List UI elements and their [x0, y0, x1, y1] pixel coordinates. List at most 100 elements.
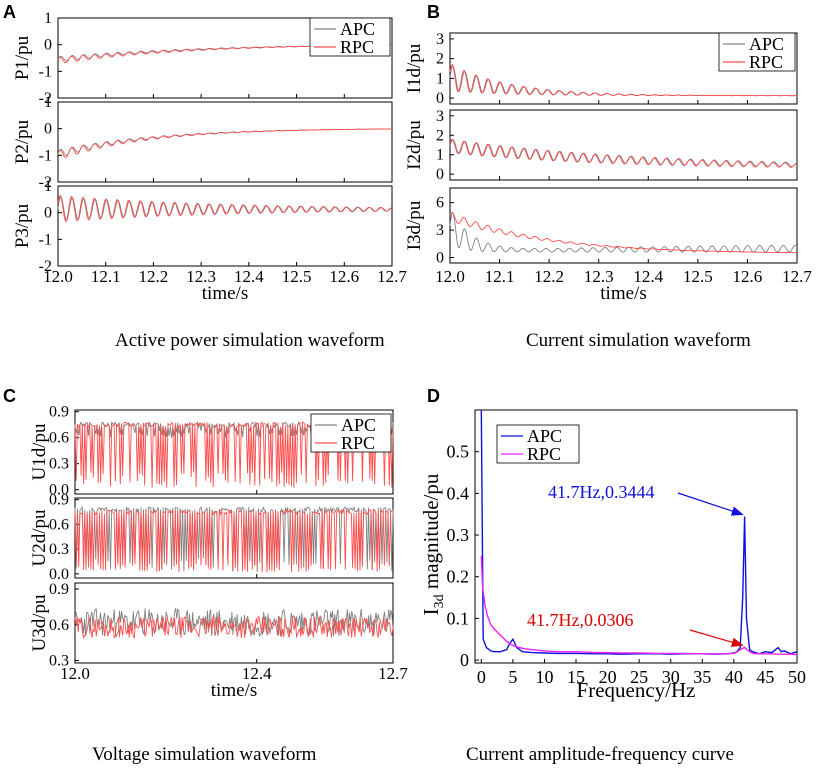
panel-C-subplot-1-ylabel: U2d/pu: [29, 509, 50, 567]
panel-C-xtick-label: 12.7: [378, 664, 408, 683]
panel-A-xtick-label: 12.5: [282, 267, 312, 286]
panel-C-letter: C: [3, 386, 16, 406]
panel-C-subplot-0-frame: [74, 409, 394, 495]
panel-D-xtick-label: 20: [599, 667, 617, 687]
panel-B-subplot-0-frame: [449, 32, 798, 105]
panel-B-subplot-0-ytick-label: 3: [436, 31, 444, 48]
panel-A-subplot-1-ylabel: P2/pu: [12, 119, 33, 164]
panel-A-subplot-2-ytick-label: -1: [39, 231, 52, 248]
panel-A-subplot-0-ytick-label: -2: [39, 90, 52, 107]
panel-C-subplot-0-ytick-label: 0.9: [49, 404, 69, 421]
panel-A-subplot-1-ytick-label: 1: [44, 94, 52, 111]
panel-B-subplot-0-ytick-label: 0: [436, 90, 444, 107]
panel-C-xtick-label: 12.4: [242, 664, 272, 683]
panel-C-subplot-2-ylabel: U3d/pu: [29, 594, 50, 652]
panel-D-ytick-label: 0.2: [447, 567, 470, 587]
panel-B-xtick-label: 12.3: [584, 267, 614, 286]
caption-panel-d: Current amplitude-frequency curve: [466, 744, 734, 765]
panel-A-subplot-1-frame: [57, 101, 393, 183]
panel-A-legend-box: [309, 17, 391, 57]
panel-D-annotation-0: 41.7Hz,0.3444: [548, 482, 655, 502]
panel-A-subplot-0-ytick-label: 0: [44, 37, 52, 54]
panel-D-ylabel: I3d magnitude/pu: [419, 473, 447, 615]
panel-A-xtick-label: 12.1: [91, 267, 121, 286]
panel-C-legend-box: [310, 413, 392, 453]
panel-C-subplot-1-ytick-label: 0.9: [49, 492, 69, 509]
panel-D-xlabel: Frequency/Hz: [577, 678, 696, 702]
panel-C-subplot-0-ytick-label: 0.3: [49, 456, 69, 473]
panel-A-subplot-1-ytick-label: 0: [44, 121, 52, 138]
panel-A-xtick-label: 12.2: [139, 267, 169, 286]
panel-B-subplot-1-series-apc: [449, 139, 798, 167]
panel-A-subplot-2-frame: [57, 185, 393, 267]
panel-C-subplot-1-ytick-label: 0.0: [49, 566, 69, 583]
panel-B-xtick-label: 12.7: [782, 267, 812, 286]
panel-D-annotation-1: 41.7Hz,0.0306: [527, 610, 634, 630]
panel-D-xtick-label: 0: [477, 667, 486, 687]
panel-B-subplot-0-ytick-label: 2: [436, 51, 444, 68]
panel-B-subplot-0-series-rpc: [449, 64, 797, 97]
caption-panel-c: Voltage simulation waveform: [92, 744, 317, 765]
panel-A-xtick-label: 12.0: [43, 267, 73, 286]
panel-B-subplot-1-ytick-label: 1: [436, 147, 444, 164]
panel-A-letter: A: [3, 2, 16, 22]
panel-B-xtick-label: 12.6: [733, 267, 763, 286]
panel-B-legend-entry-apc: APC: [749, 34, 784, 54]
panel-B-subplot-0-ytick-label: 1: [436, 70, 444, 87]
panel-B-subplot-2-ylabel: I3d/pu: [404, 200, 425, 250]
panel-C-subplot-0-series-rpc: [74, 420, 394, 488]
panel-D-ytick-label: 0.3: [447, 525, 470, 545]
panel-C-subplot-0-ylabel: U1d/pu: [29, 423, 50, 481]
panel-B-subplot-1-ylabel: I2d/pu: [404, 120, 425, 170]
panel-B-legend-entry-rpc: RPC: [749, 52, 783, 72]
panel-B-xlabel: time/s: [600, 283, 646, 304]
panel-A-xlabel: time/s: [202, 283, 248, 304]
panel-D-ytick-label: 0.4: [447, 483, 470, 503]
panel-C-subplot-1-series-rpc: [74, 508, 394, 573]
panel-A-subplot-2-series-rpc: [57, 194, 393, 223]
panel-A-subplot-2-ytick-label: 0: [44, 205, 52, 222]
panel-B-subplot-1-ytick-label: 3: [436, 108, 444, 125]
panel-B-xtick-label: 12.4: [633, 267, 663, 286]
panel-D-xtick-label: 35: [693, 667, 711, 687]
panel-B-subplot-1-series-rpc: [449, 139, 798, 168]
panel-C-subplot-2-ytick-label: 0.9: [49, 581, 69, 598]
panel-D-xtick-label: 5: [508, 667, 517, 687]
panel-C-subplot-2-series-rpc: [74, 615, 394, 640]
panel-A-subplot-2-ytick-label: 1: [44, 178, 52, 195]
panel-A-xtick-label: 12.4: [234, 267, 264, 286]
panel-C-subplot-0-ytick-label: 0.0: [49, 482, 69, 499]
panel-B-subplot-2-series-apc: [449, 212, 798, 253]
panel-A-subplot-0-ytick-label: -1: [39, 63, 52, 80]
panel-D-frame: [474, 409, 798, 664]
panel-A-subplot-0-ylabel: P1/pu: [12, 35, 33, 80]
panel-D-xtick-label: 15: [567, 667, 585, 687]
panel-A-subplot-2-ylabel: P3/pu: [12, 203, 33, 248]
panel-D-xtick-label: 30: [662, 667, 680, 687]
panel-A-subplot-1-ytick-label: -2: [39, 174, 52, 191]
panel-C-subplot-2-series-apc: [74, 608, 394, 638]
panel-C-subplot-2-frame: [74, 582, 394, 664]
panel-B-subplot-2-series-rpc: [449, 212, 797, 254]
panel-A-subplot-1-ytick-label: -1: [39, 147, 52, 164]
panel-C-subplot-1-ytick-label: 0.3: [49, 541, 69, 558]
panel-C-subplot-2-ytick-label: 0.3: [49, 653, 69, 670]
panel-B-legend-box: [718, 32, 796, 72]
panel-D-ytick-label: 0.5: [447, 442, 470, 462]
panel-D-annotation-arrow-1: [689, 629, 744, 647]
panel-B-xtick-label: 12.1: [485, 267, 515, 286]
panel-A-xtick-label: 12.3: [186, 267, 216, 286]
panel-C-subplot-2-ytick-label: 0.6: [49, 617, 69, 634]
panel-D-xtick-label: 50: [788, 667, 806, 687]
panel-B-xtick-label: 12.2: [534, 267, 564, 286]
panel-D-xtick-label: 10: [535, 667, 553, 687]
caption-panel-a: Active power simulation waveform: [115, 330, 385, 351]
panel-D-legend-entry-rpc: RPC: [527, 444, 561, 464]
panel-B-subplot-1-ytick-label: 0: [436, 166, 444, 183]
panel-B-subplot-0-ylabel: I1d/pu: [404, 43, 425, 93]
panel-B-subplot-2-ytick-label: 0: [436, 250, 444, 267]
panel-B-subplot-2-ytick-label: 6: [436, 195, 444, 212]
panel-D-xtick-label: 25: [630, 667, 648, 687]
panel-A-xtick-label: 12.7: [377, 267, 407, 286]
